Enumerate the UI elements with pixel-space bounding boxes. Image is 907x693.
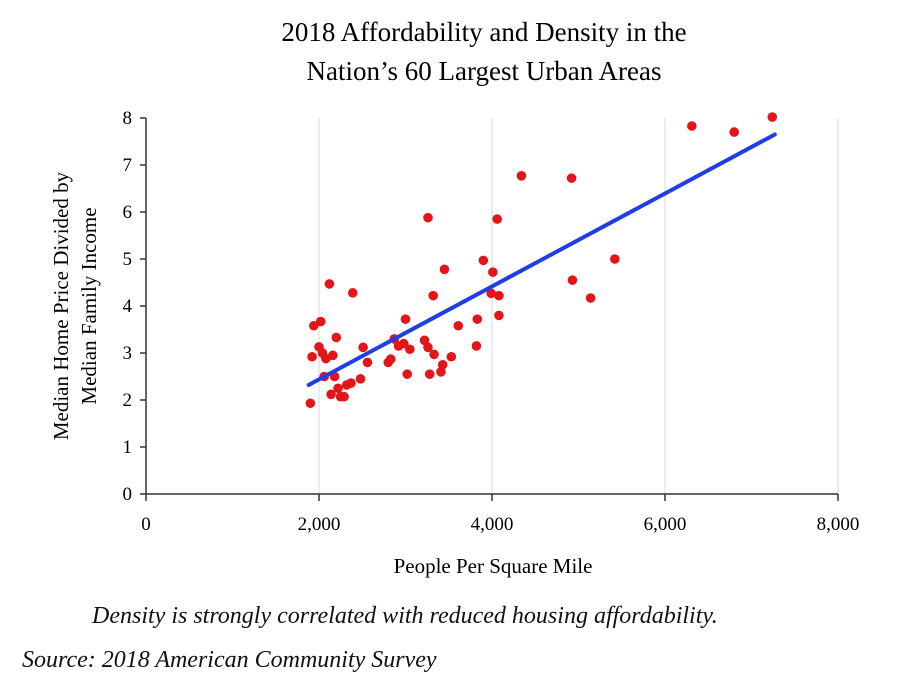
chart-caption: Density is strongly correlated with redu…	[92, 603, 718, 629]
x-tick-labels: 0 2,000 4,000 6,000 8,000	[141, 494, 859, 535]
y-tick-label-8: 8	[123, 108, 133, 129]
data-point-30	[405, 344, 415, 355]
y-tick-label-5: 5	[123, 249, 133, 270]
chart-title-line-1: 2018 Affordability and Density in the	[281, 17, 686, 47]
y-tick-label-4: 4	[123, 296, 133, 317]
data-point-54	[610, 254, 620, 264]
y-axis-title: Median Home Price Divided by Median Fami…	[49, 171, 101, 440]
y-axis-title-line-1: Median Home Price Divided by	[49, 171, 73, 440]
data-point-43	[472, 314, 483, 324]
data-point-32	[423, 342, 433, 353]
data-point-11	[328, 350, 338, 361]
data-point-16	[339, 391, 349, 402]
chart-title-line-2: Nation’s 60 Largest Urban Areas	[307, 56, 662, 86]
y-tick-label-7: 7	[123, 155, 133, 176]
data-point-5	[315, 316, 326, 327]
data-point-19	[347, 288, 358, 298]
data-point-48	[494, 290, 504, 301]
scatter-chart: 2018 Affordability and Density in the Na…	[49, 17, 859, 578]
data-point-42	[471, 341, 482, 351]
data-point-9	[324, 279, 335, 289]
data-point-57	[767, 112, 778, 122]
x-tick-label-8000: 8,000	[817, 514, 860, 535]
data-point-24	[385, 354, 396, 364]
data-point-35	[428, 290, 438, 301]
data-point-27	[398, 338, 409, 349]
data-point-51	[566, 173, 577, 183]
data-point-38	[437, 359, 448, 370]
y-tick-label-3: 3	[123, 343, 133, 364]
data-point-53	[585, 293, 596, 303]
data-point-18	[346, 378, 356, 388]
data-point-13	[331, 332, 342, 343]
data-point-52	[567, 275, 578, 285]
data-point-10	[326, 389, 336, 400]
data-point-41	[453, 320, 464, 331]
y-tick-label-0: 0	[123, 484, 133, 505]
y-tick-label-1: 1	[123, 437, 133, 458]
data-point-2	[307, 351, 317, 362]
data-point-40	[446, 351, 457, 362]
data-point-45	[486, 288, 496, 299]
data-point-47	[492, 214, 502, 224]
data-point-39	[439, 264, 450, 275]
x-tick-label-4000: 4,000	[471, 514, 514, 535]
data-point-55	[687, 121, 697, 131]
data-point-29	[402, 369, 413, 379]
x-tick-label-0: 0	[141, 514, 151, 535]
data-point-28	[400, 314, 411, 324]
data-point-21	[358, 342, 368, 353]
data-point-22	[362, 357, 373, 368]
y-tick-labels: 0 1 2 3 4 5 6 7 8	[123, 108, 146, 505]
data-point-50	[516, 171, 527, 181]
x-tick-label-6000: 6,000	[644, 514, 687, 535]
data-point-1	[305, 398, 316, 409]
data-point-33	[424, 369, 435, 379]
data-point-46	[488, 267, 498, 277]
trendline	[306, 132, 777, 387]
x-tick-label-2000: 2,000	[298, 514, 341, 535]
source-note: Source: 2018 American Community Survey	[22, 647, 437, 673]
data-point-34	[423, 212, 433, 223]
data-point-36	[429, 349, 439, 360]
y-tick-label-2: 2	[123, 390, 133, 411]
data-point-44	[478, 255, 489, 266]
data-point-20	[355, 374, 366, 384]
data-point-56	[729, 127, 739, 137]
y-tick-label-6: 6	[123, 202, 133, 223]
gridlines	[318, 118, 839, 494]
data-point-14	[333, 383, 343, 394]
data-point-49	[494, 310, 504, 321]
y-axis-title-line-2: Median Family Income	[77, 207, 101, 404]
data-point-3	[309, 320, 319, 331]
x-axis-title: People Per Square Mile	[394, 554, 593, 578]
